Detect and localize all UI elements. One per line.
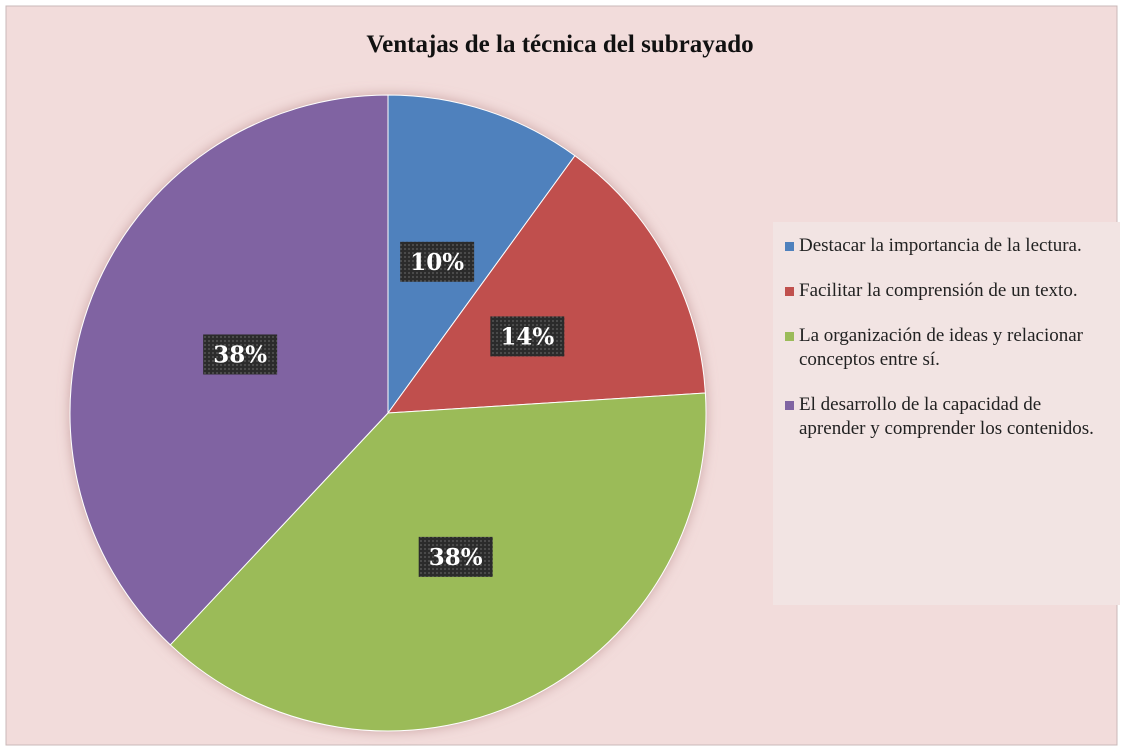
data-label: 14% xyxy=(500,323,554,350)
legend-item: Destacar la importancia de la lectura. xyxy=(785,234,1108,258)
data-label-box xyxy=(418,536,493,577)
data-label: 10% xyxy=(410,249,464,276)
legend-swatch xyxy=(785,401,794,410)
legend-swatch xyxy=(785,332,794,341)
legend-item: Facilitar la comprensión de un texto. xyxy=(785,279,1108,303)
data-label-box xyxy=(490,316,565,357)
legend-label: Facilitar la comprensión de un texto. xyxy=(799,280,1078,301)
legend-swatch xyxy=(785,242,794,251)
legend-label: La organización de ideas y relacionar co… xyxy=(799,325,1083,370)
data-label-box xyxy=(400,241,475,282)
legend-label: El desarrollo de la capacidad de aprende… xyxy=(799,394,1094,439)
legend-item: El desarrollo de la capacidad de aprende… xyxy=(785,393,1108,441)
data-label-box xyxy=(203,334,278,375)
data-label: 38% xyxy=(213,341,267,368)
legend: Destacar la importancia de la lectura. Fa… xyxy=(773,222,1120,605)
legend-item: La organización de ideas y relacionar co… xyxy=(785,324,1108,372)
pie-slice xyxy=(386,155,706,414)
data-label: 38% xyxy=(429,544,483,571)
legend-label: Destacar la importancia de la lectura. xyxy=(799,235,1082,256)
legend-swatch xyxy=(785,287,794,296)
chart-title: Ventajas de la técnica del subrayado xyxy=(366,31,753,58)
pie-slice xyxy=(387,94,576,415)
